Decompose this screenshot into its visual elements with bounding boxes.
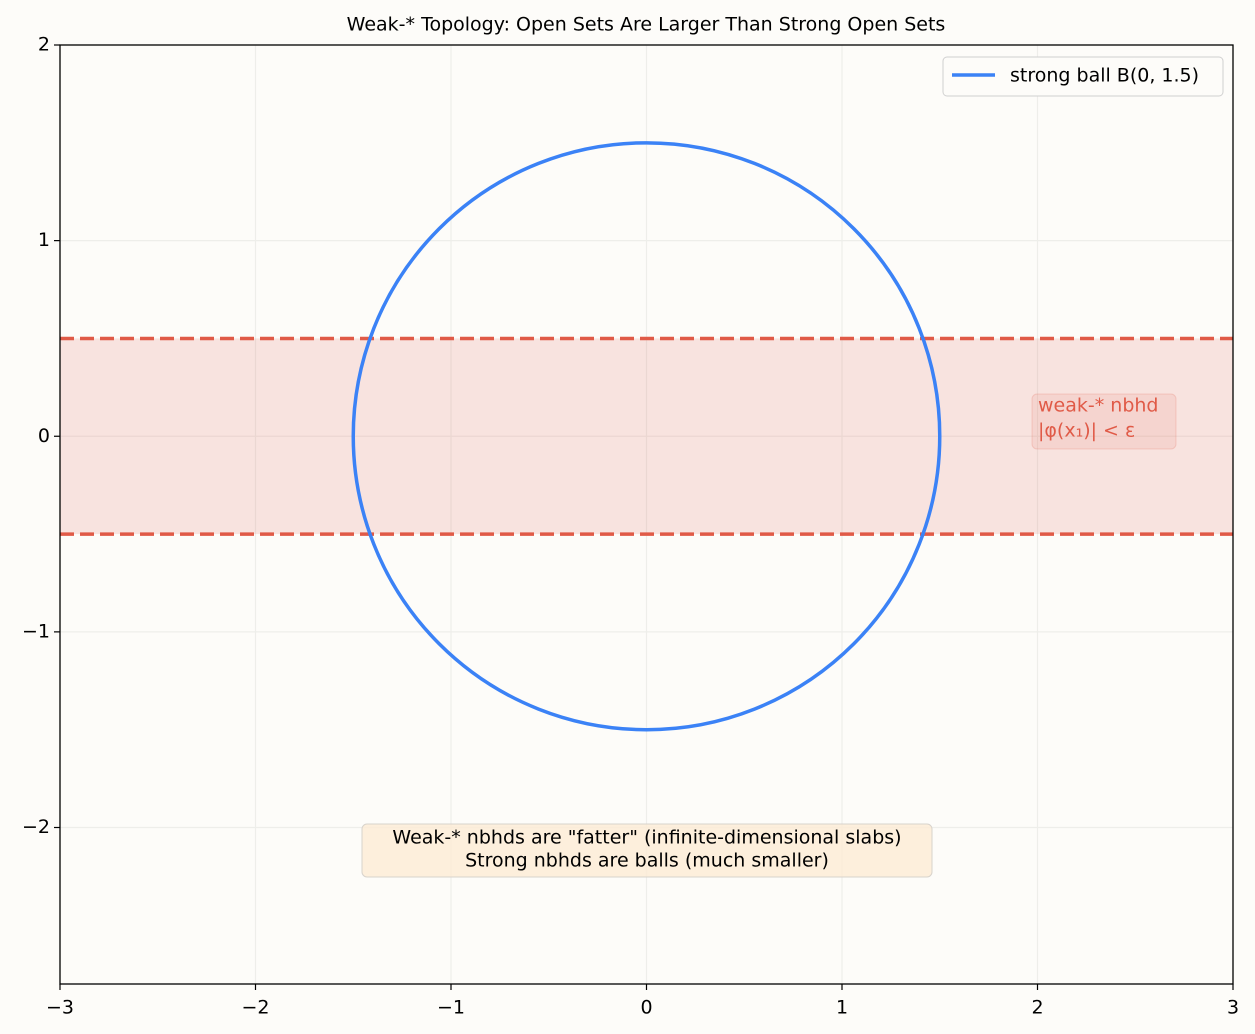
y-tick-label: −1 [22, 620, 50, 642]
y-tick-label: −2 [22, 816, 50, 838]
legend-label: strong ball B(0, 1.5) [1010, 65, 1199, 87]
x-tick-label: 2 [1031, 997, 1043, 1019]
annotation-box [361, 823, 933, 878]
ball [351, 141, 942, 732]
slab [60, 338, 1233, 535]
chart-title: Weak-* Topology: Open Sets Are Larger Th… [347, 14, 946, 36]
x-tick-label: −1 [437, 997, 465, 1019]
annotation: Weak-* nbhds are "fatter" (infinite-dime… [392, 827, 901, 849]
annotation-box [1031, 393, 1177, 450]
annotation: |φ(x₁)| < ε [1038, 420, 1135, 442]
y-tick-label: 2 [38, 34, 50, 56]
x-tick-label: 1 [836, 997, 848, 1019]
legend-box [942, 56, 1224, 97]
annotation: weak-* nbhd [1038, 395, 1158, 417]
x-tick-label: 3 [1227, 997, 1239, 1019]
y-tick-label: 1 [38, 229, 50, 251]
annotation: Strong nbhds are balls (much smaller) [465, 850, 829, 872]
plot-frame [59, 44, 1234, 985]
x-tick-label: 0 [640, 997, 652, 1019]
x-tick-label: −2 [241, 997, 269, 1019]
x-tick-label: −3 [46, 997, 74, 1019]
y-tick-label: 0 [38, 425, 50, 447]
